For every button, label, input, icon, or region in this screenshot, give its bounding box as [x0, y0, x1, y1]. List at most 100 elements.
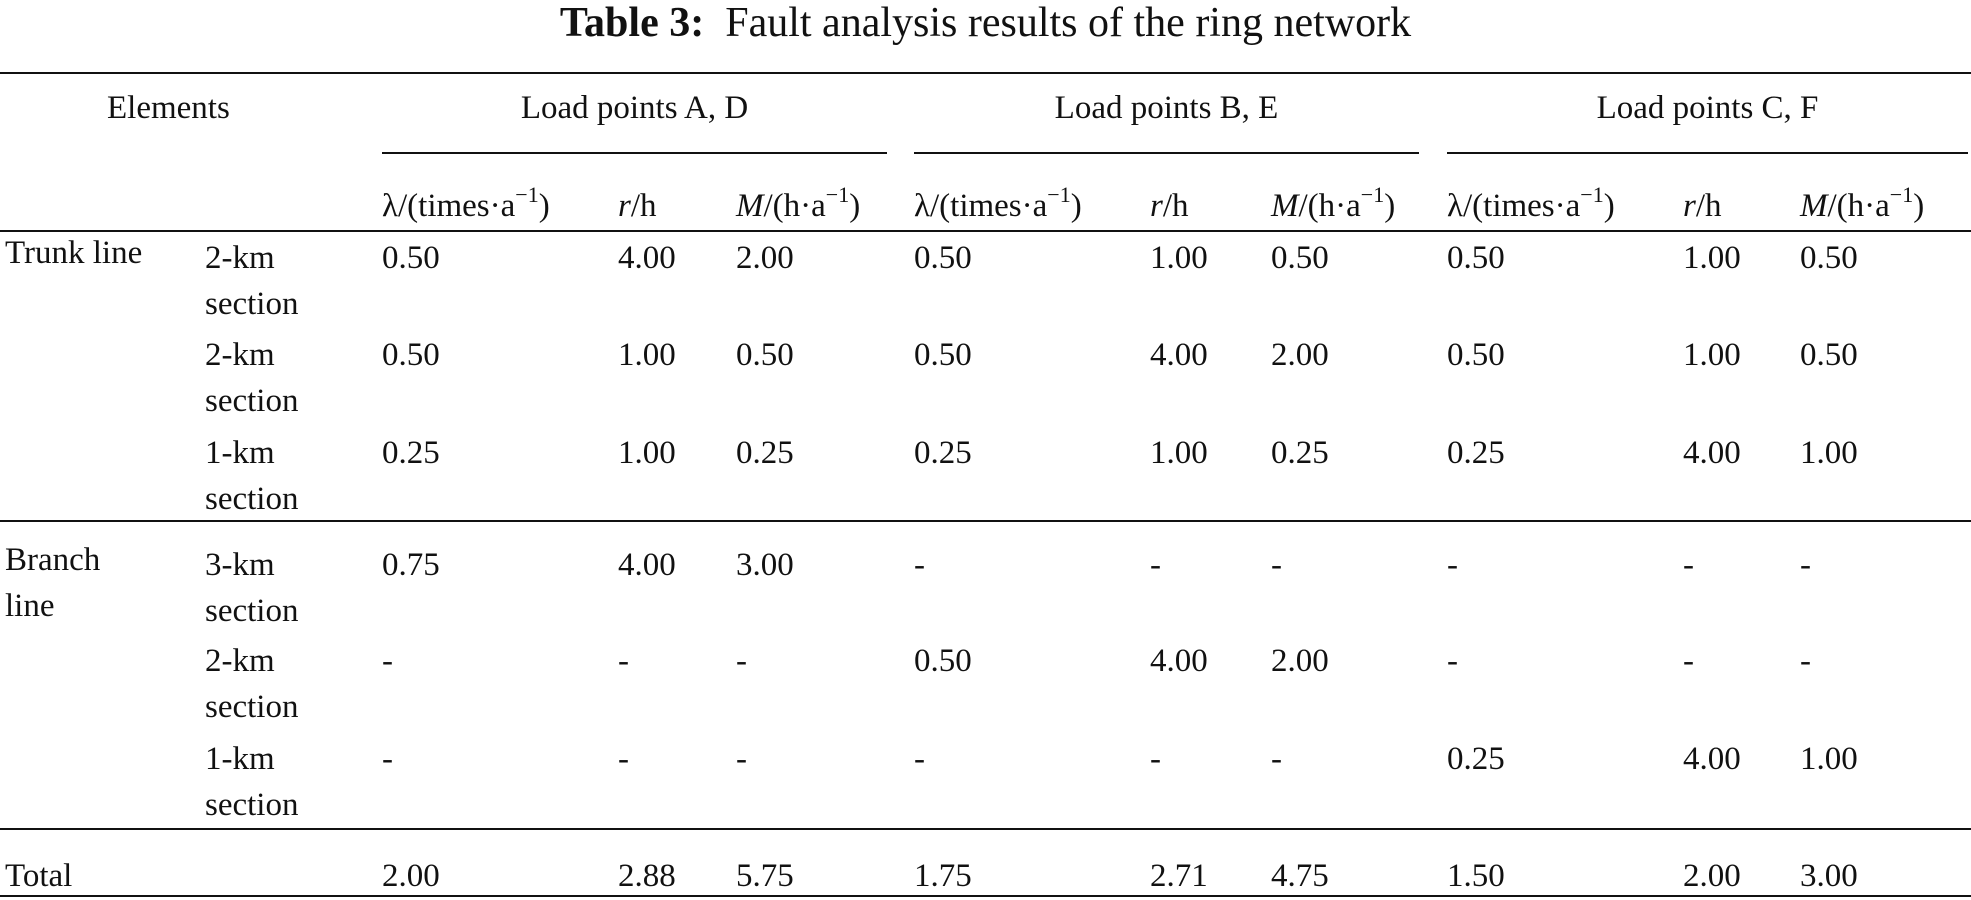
table-cell: 3.00 — [736, 547, 794, 583]
col-lambda-text: λ/(times·a — [382, 188, 516, 224]
col-m-var: M — [1271, 188, 1299, 224]
total-cell: 2.88 — [618, 858, 676, 894]
caption-label: Table 3: — [559, 0, 705, 46]
total-cell: 2.71 — [1150, 858, 1208, 894]
header-group-cf: Load points C, F — [1596, 90, 1819, 126]
row-element: section — [205, 481, 299, 517]
table-cell: 1.00 — [1683, 337, 1741, 373]
col-m-var: M — [736, 188, 764, 224]
table-cell: 4.00 — [1150, 643, 1208, 679]
table-cell: - — [1447, 547, 1458, 583]
table-cell: 0.50 — [736, 337, 794, 373]
table-cell: 2.00 — [1271, 337, 1329, 373]
table-cell: 4.00 — [1683, 435, 1741, 471]
total-label: Total — [5, 858, 73, 894]
table-cell: 0.50 — [1447, 240, 1505, 276]
table-cell: 0.50 — [914, 643, 972, 679]
table-cell: - — [736, 741, 747, 777]
col-r-unit: /h — [1162, 188, 1189, 224]
table-cell: 1.00 — [1683, 240, 1741, 276]
table-cell: 0.50 — [382, 240, 440, 276]
total-cell: 2.00 — [1683, 858, 1741, 894]
table-cell: 0.25 — [1447, 435, 1505, 471]
table-cell: 1.00 — [1150, 240, 1208, 276]
table-cell: - — [1271, 547, 1282, 583]
col-r-var: r — [1150, 188, 1163, 224]
col-close-paren: ) — [1070, 188, 1082, 224]
col-close-paren: ) — [849, 188, 861, 224]
col-r-var: r — [1683, 188, 1696, 224]
row-category: line — [5, 588, 55, 624]
table-cell: 1.00 — [1800, 435, 1858, 471]
row-element: section — [205, 593, 299, 629]
bottom-rule — [0, 895, 1971, 897]
table-cell: 2.00 — [736, 240, 794, 276]
col-exponent: −1 — [1360, 182, 1385, 207]
col-close-paren: ) — [538, 188, 550, 224]
col-exponent: −1 — [515, 182, 539, 207]
table-cell: - — [1150, 741, 1161, 777]
col-close-paren: ) — [1384, 188, 1396, 224]
total-cell: 5.75 — [736, 858, 794, 894]
table-cell: - — [1683, 643, 1694, 679]
col-header-r: r/h — [618, 183, 657, 229]
top-rule — [0, 72, 1971, 74]
table-cell: - — [1683, 547, 1694, 583]
header-group-be: Load points B, E — [1054, 90, 1279, 126]
caption-text: Fault analysis results of the ring netwo… — [725, 0, 1412, 46]
table-cell: 0.50 — [382, 337, 440, 373]
table-cell: 0.50 — [1800, 240, 1858, 276]
row-element: section — [205, 286, 299, 322]
group-rule-cf — [1447, 152, 1968, 154]
table-cell: 0.50 — [1271, 240, 1329, 276]
table-cell: 1.00 — [1150, 435, 1208, 471]
table-cell: 4.00 — [1683, 741, 1741, 777]
col-m-unit: /(h·a — [1827, 188, 1890, 224]
col-m-unit: /(h·a — [763, 188, 826, 224]
total-cell: 3.00 — [1800, 858, 1858, 894]
table-cell: - — [618, 643, 629, 679]
row-element: 2-km — [205, 240, 275, 276]
table-cell: - — [618, 741, 629, 777]
total-cell: 2.00 — [382, 858, 440, 894]
table-cell: 4.00 — [1150, 337, 1208, 373]
table-cell: - — [1447, 643, 1458, 679]
col-exponent: −1 — [825, 182, 850, 207]
section-rule-1 — [0, 520, 1971, 522]
table-cell: 1.00 — [618, 337, 676, 373]
table-cell: 0.50 — [1447, 337, 1505, 373]
col-header-m: M/(h·a−1) — [1271, 183, 1395, 229]
row-category: Trunk line — [5, 235, 143, 271]
group-rule-ad — [382, 152, 887, 154]
col-lambda-text: λ/(times·a — [914, 188, 1048, 224]
table-cell: 0.25 — [914, 435, 972, 471]
col-header-m: M/(h·a−1) — [1800, 183, 1924, 229]
header-rule — [0, 230, 1971, 232]
table-cell: - — [382, 741, 393, 777]
table-cell: 4.00 — [618, 240, 676, 276]
col-header-r: r/h — [1683, 183, 1722, 229]
table-cell: - — [382, 643, 393, 679]
table-cell: 0.25 — [1447, 741, 1505, 777]
section-rule-2 — [0, 828, 1971, 830]
col-header-m: M/(h·a−1) — [736, 183, 860, 229]
row-element: section — [205, 383, 299, 419]
row-category: Branch — [5, 542, 101, 578]
group-rule-be — [914, 152, 1419, 154]
table-cell: 4.00 — [618, 547, 676, 583]
table-cell: - — [1150, 547, 1161, 583]
table-cell: 1.00 — [618, 435, 676, 471]
table-cell: - — [1271, 741, 1282, 777]
table-cell: 0.25 — [382, 435, 440, 471]
table-cell: - — [736, 643, 747, 679]
header-elements: Elements — [107, 90, 230, 126]
table-cell: - — [1800, 547, 1811, 583]
table-cell: 0.50 — [1800, 337, 1858, 373]
col-r-unit: /h — [1695, 188, 1722, 224]
table-cell: 0.50 — [914, 337, 972, 373]
total-cell: 4.75 — [1271, 858, 1329, 894]
col-m-var: M — [1800, 188, 1828, 224]
header-group-ad: Load points A, D — [520, 90, 749, 126]
total-cell: 1.75 — [914, 858, 972, 894]
table-cell: 0.25 — [736, 435, 794, 471]
